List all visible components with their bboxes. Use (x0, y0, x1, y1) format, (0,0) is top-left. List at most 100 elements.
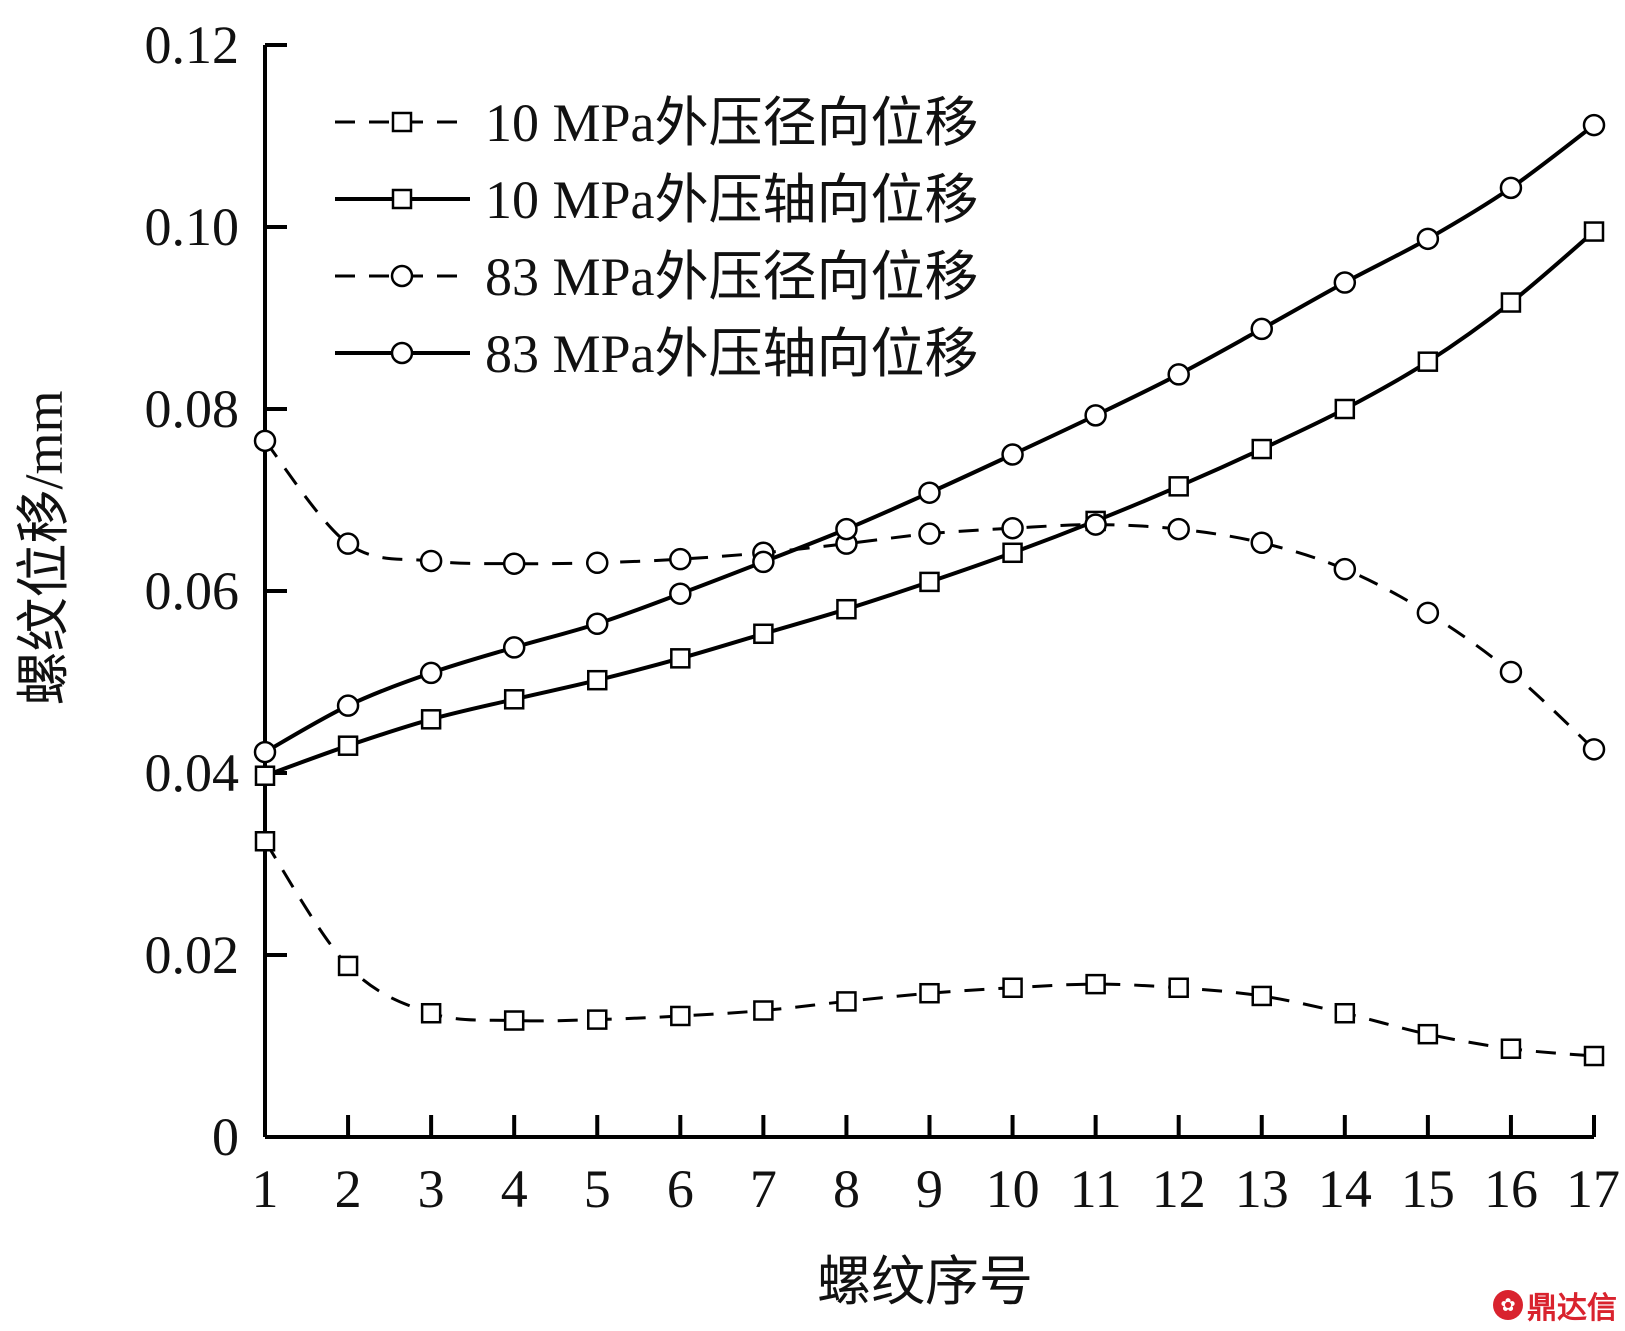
data-point (336, 532, 360, 555)
data-point (253, 429, 277, 453)
data-point (670, 1005, 691, 1027)
data-point (1417, 351, 1439, 372)
data-point (1499, 660, 1523, 684)
data-point (918, 481, 941, 504)
y-tick-label: 0 (212, 1107, 239, 1167)
data-point (1500, 292, 1522, 313)
data-point (836, 598, 857, 620)
y-tick-label: 0.02 (145, 925, 240, 985)
y-tick-label: 0.08 (145, 379, 240, 439)
x-tick-label: 7 (750, 1159, 777, 1219)
legend: 10 MPa外压径向位移 10 MPa外压轴向位移 83 MPa外压径向位移 83 M… (335, 93, 979, 384)
data-point (587, 669, 608, 691)
data-point (420, 709, 442, 730)
data-point (1168, 977, 1189, 999)
data-point (254, 765, 276, 786)
data-point (1416, 601, 1440, 625)
x-tick-label: 12 (1152, 1159, 1206, 1219)
data-point (419, 661, 443, 685)
data-point (1333, 271, 1357, 294)
data-point (1582, 738, 1606, 761)
legend-item: 10 MPa外压轴向位移 (335, 170, 979, 230)
legend-label: 10 MPa外压径向位移 (485, 93, 979, 153)
x-tick-label: 14 (1318, 1159, 1372, 1219)
data-point (1167, 517, 1190, 541)
data-point (1250, 317, 1273, 341)
data-point (1002, 542, 1023, 564)
data-point (1002, 977, 1023, 999)
data-point (1168, 476, 1189, 497)
watermark: ✿ 鼎达信 (1493, 1283, 1617, 1327)
data-point (670, 648, 691, 669)
data-point (337, 955, 359, 977)
data-point (1500, 1038, 1522, 1059)
data-point (1251, 438, 1272, 460)
x-tick-label: 2 (335, 1159, 362, 1219)
data-point (669, 547, 692, 571)
x-tick-label: 13 (1235, 1159, 1289, 1219)
x-tick-label: 17 (1566, 1159, 1620, 1219)
y-tick-label: 0.12 (145, 15, 240, 75)
data-point (503, 689, 525, 710)
data-point (752, 550, 775, 574)
watermark-text: 鼎达信 (1527, 1291, 1617, 1326)
data-point (1085, 973, 1106, 995)
data-point (337, 735, 359, 756)
data-point (1583, 221, 1605, 242)
y-axis-ticks: 0 0.02 0.04 0.06 0.08 0.10 0.12 (145, 15, 287, 1167)
x-tick-label: 5 (584, 1159, 611, 1219)
data-point (918, 522, 941, 545)
data-point (1334, 1002, 1356, 1024)
legend-marker (390, 264, 414, 288)
data-point (1167, 363, 1190, 386)
legend-label: 83 MPa外压轴向位移 (485, 324, 979, 384)
data-point (503, 1010, 525, 1031)
x-axis-title: 螺纹序号 (817, 1252, 1033, 1312)
legend-item: 83 MPa外压径向位移 (335, 247, 979, 307)
series-3 (253, 429, 1606, 761)
data-point (336, 694, 360, 717)
data-point (919, 982, 940, 1004)
data-point (586, 612, 609, 636)
data-point (502, 636, 526, 659)
series-4 (253, 113, 1606, 764)
data-point (669, 582, 692, 605)
series-1 (254, 831, 1605, 1067)
data-point (836, 991, 857, 1012)
data-point (1084, 513, 1107, 536)
data-point (254, 831, 276, 852)
data-point (420, 1002, 442, 1024)
data-point (253, 740, 277, 764)
x-tick-label: 10 (986, 1159, 1040, 1219)
legend-marker (390, 341, 414, 365)
series-layer (253, 113, 1606, 1067)
y-tick-label: 0.10 (145, 197, 240, 257)
data-point (919, 571, 940, 593)
x-tick-label: 4 (501, 1159, 528, 1219)
data-point (419, 549, 443, 573)
x-tick-label: 3 (418, 1159, 445, 1219)
data-point (1001, 516, 1024, 540)
data-point (1333, 557, 1357, 581)
data-point (1417, 1023, 1439, 1045)
data-point (835, 517, 858, 541)
x-tick-label: 15 (1401, 1159, 1455, 1219)
legend-item: 83 MPa外压轴向位移 (335, 324, 979, 384)
data-point (1001, 443, 1024, 466)
x-tick-label: 8 (833, 1159, 860, 1219)
legend-item: 10 MPa外压径向位移 (335, 93, 979, 153)
x-tick-label: 6 (667, 1159, 694, 1219)
x-axis-ticks: 1 2 3 4 5 6 7 8 9 10 11 12 13 14 15 16 17 (252, 1115, 1620, 1219)
y-tick-label: 0.04 (145, 743, 240, 803)
data-point (502, 552, 526, 575)
data-point (753, 623, 774, 645)
data-point (587, 1009, 608, 1030)
data-point (1583, 1045, 1605, 1067)
data-point (1499, 176, 1523, 200)
data-point (1334, 398, 1356, 420)
legend-marker (391, 188, 413, 210)
legend-label: 10 MPa外压轴向位移 (485, 170, 979, 230)
series-line (263, 840, 1595, 1058)
data-point (753, 1000, 774, 1021)
